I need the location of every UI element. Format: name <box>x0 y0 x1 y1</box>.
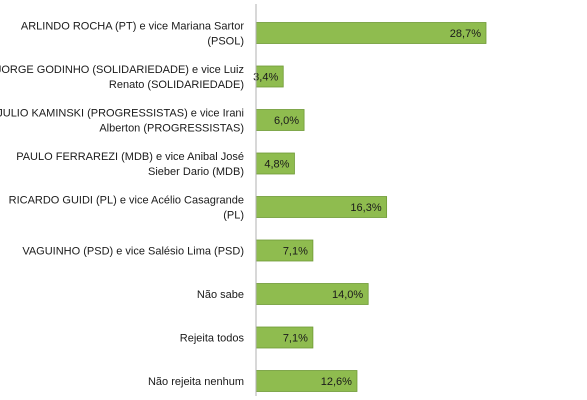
value-label: 3,4% <box>253 72 278 84</box>
value-label: 28,7% <box>450 28 481 40</box>
category-label-line: Não sabe <box>197 289 244 301</box>
value-label: 6,0% <box>274 115 299 127</box>
category-label: Não rejeita nenhum <box>148 376 244 388</box>
category-label-line: Renato (SOLIDARIEDADE) <box>109 79 244 91</box>
value-label: 7,1% <box>283 246 308 258</box>
value-label: 14,0% <box>332 289 363 301</box>
category-label-line: PAULO FERRAREZI (MDB) e vice Anibal José <box>16 151 244 163</box>
category-label: Rejeita todos <box>180 333 245 345</box>
category-label-line: Alberton (PROGRESSISTAS) <box>99 123 244 135</box>
category-label-line: JORGE GODINHO (SOLIDARIEDADE) e vice Lui… <box>0 64 244 76</box>
category-label: Não sabe <box>197 289 244 301</box>
category-label-line: VAGUINHO (PSD) e vice Salésio Lima (PSD) <box>22 246 244 258</box>
category-label: PAULO FERRAREZI (MDB) e vice Anibal José… <box>16 151 244 178</box>
category-label: JULIO KAMINSKI (PROGRESSISTAS) e vice Ir… <box>0 108 244 135</box>
value-label: 4,8% <box>264 159 289 171</box>
value-labels: 28,7% 3,4% 6,0% 4,8% 16,3% 7,1% 14,0% 7,1% 12,6% <box>253 28 481 388</box>
category-label-line: Não rejeita nenhum <box>148 376 244 388</box>
category-label-line: Sieber Dario (MDB) <box>148 166 244 178</box>
category-label: RICARDO GUIDI (PL) e vice Acélio Casagra… <box>9 195 244 222</box>
category-label: VAGUINHO (PSD) e vice Salésio Lima (PSD) <box>22 246 244 258</box>
category-labels: ARLINDO ROCHA (PT) e vice Mariana Sartor… <box>0 21 244 389</box>
value-label: 16,3% <box>350 202 381 214</box>
category-label-line: ARLINDO ROCHA (PT) e vice Mariana Sartor <box>21 21 244 33</box>
value-label: 7,1% <box>283 333 308 345</box>
value-label: 12,6% <box>321 376 352 388</box>
category-label-line: RICARDO GUIDI (PL) e vice Acélio Casagra… <box>9 195 244 207</box>
category-label: ARLINDO ROCHA (PT) e vice Mariana Sartor… <box>21 21 244 48</box>
category-label-line: (PSOL) <box>207 36 244 48</box>
category-label: JORGE GODINHO (SOLIDARIEDADE) e vice Lui… <box>0 64 244 91</box>
category-label-line: Rejeita todos <box>180 333 245 345</box>
category-label-line: JULIO KAMINSKI (PROGRESSISTAS) e vice Ir… <box>0 108 244 120</box>
category-label-line: (PL) <box>223 210 244 222</box>
